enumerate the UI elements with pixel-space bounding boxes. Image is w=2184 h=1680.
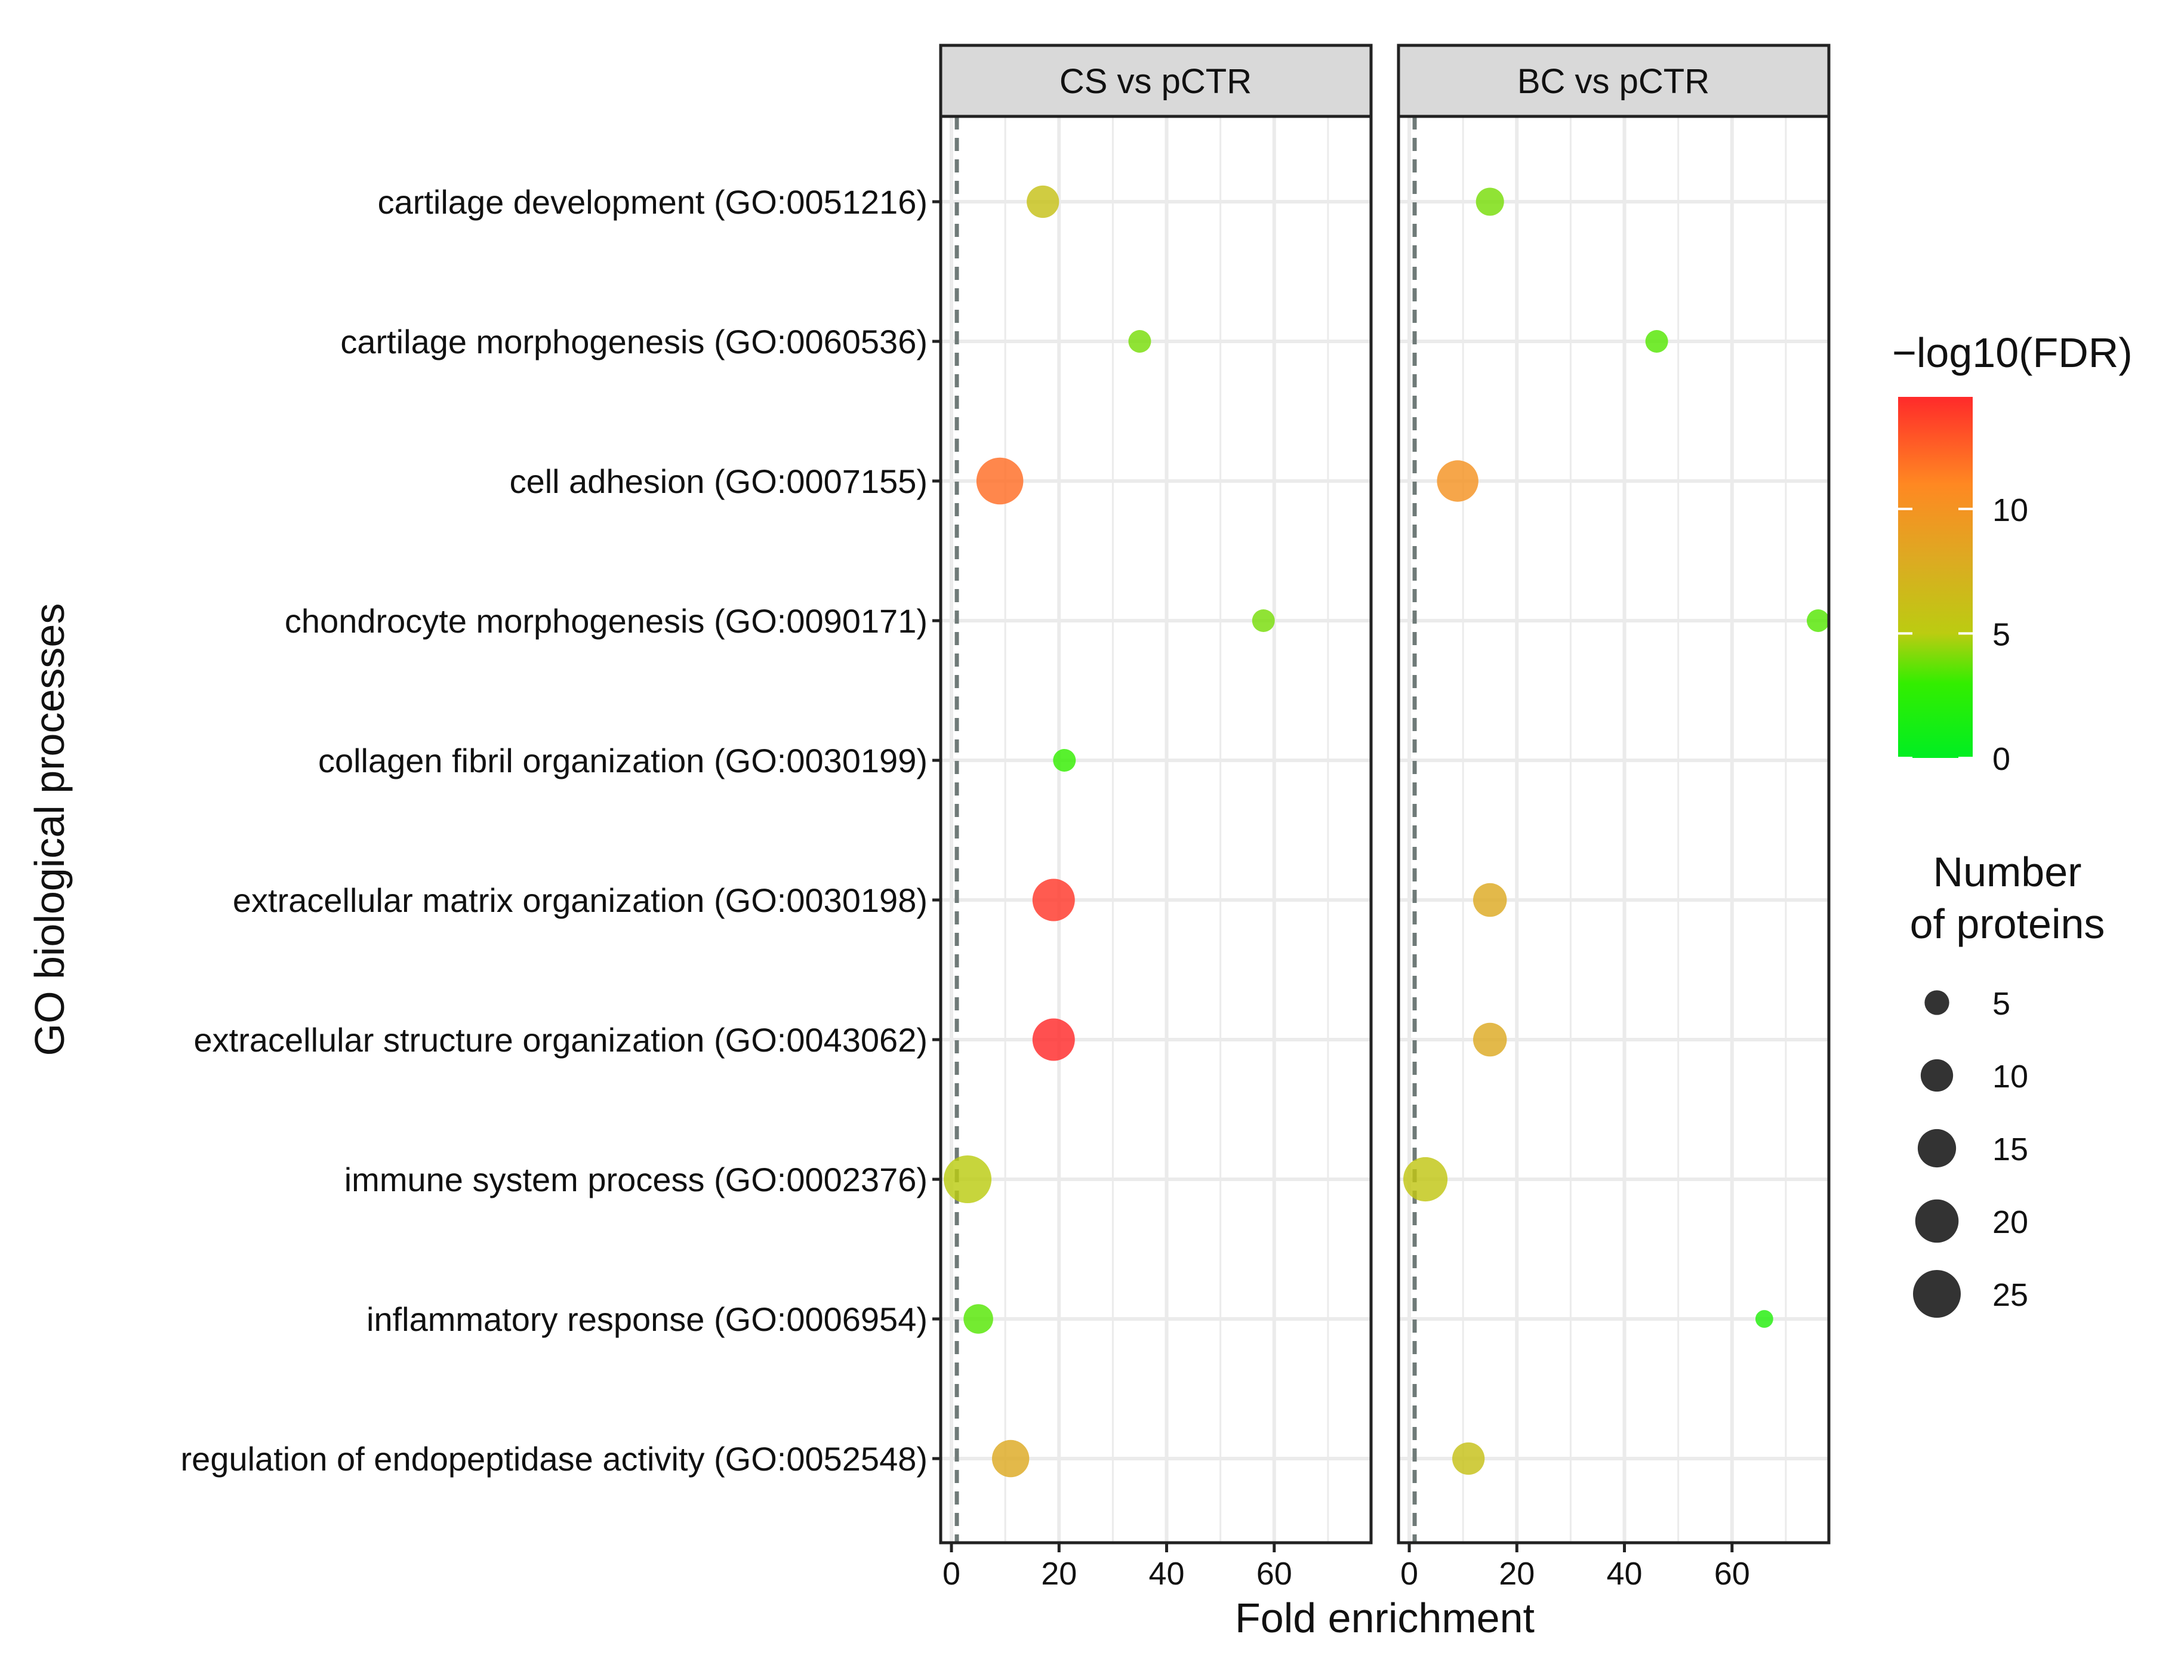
- data-point: [963, 1304, 993, 1334]
- y-category-label: extracellular matrix organization (GO:00…: [233, 881, 928, 919]
- panel-frame: [939, 115, 1373, 1545]
- data-points: [1403, 187, 1829, 1475]
- y-category-label: extracellular structure organization (GO…: [193, 1021, 928, 1059]
- data-point: [944, 1155, 992, 1203]
- data-point: [1452, 1442, 1485, 1475]
- data-point: [1473, 1022, 1507, 1057]
- data-point: [1027, 185, 1059, 218]
- facet-strip: [939, 44, 1373, 118]
- x-tick-label: 0: [1400, 1556, 1418, 1592]
- x-tick-label: 40: [1606, 1556, 1642, 1592]
- color-tick-label: 5: [1992, 616, 2010, 652]
- data-points: [944, 185, 1275, 1478]
- x-tick-label: 20: [1041, 1556, 1077, 1592]
- size-key-dot: [1924, 990, 1949, 1015]
- y-category-label: cell adhesion (GO:0007155): [510, 463, 928, 500]
- y-category-label: collagen fibril organization (GO:0030199…: [318, 742, 928, 779]
- color-tick-label: 10: [1992, 492, 2028, 528]
- y-category-label: cartilage development (GO:0051216): [378, 183, 928, 221]
- x-axis-ticks: 0 20 40 60: [1400, 1543, 1750, 1592]
- facet-title: BC vs pCTR: [1517, 62, 1709, 101]
- data-point: [1252, 609, 1275, 632]
- color-tick-label: 0: [1992, 741, 2010, 777]
- x-axis-ticks: 0 20 40 60: [942, 1543, 1292, 1592]
- facet-title: CS vs pCTR: [1059, 62, 1252, 101]
- y-category-label: chondrocyte morphogenesis (GO:0090171): [285, 602, 928, 640]
- data-point: [1475, 187, 1504, 216]
- y-axis: cartilage development (GO:0051216) cartil…: [181, 183, 941, 1478]
- facet-panel-cs-vs-pctr: CS vs pCTR 0 20 40 60: [939, 44, 1373, 1592]
- size-key-dot: [1915, 1199, 1959, 1243]
- y-category-label: regulation of endopeptidase activity (GO…: [181, 1440, 928, 1478]
- data-point: [1473, 883, 1507, 917]
- panel-frame: [1397, 115, 1831, 1545]
- size-key-label: 25: [1992, 1277, 2028, 1313]
- color-legend-title: −log10(FDR): [1892, 329, 2133, 376]
- data-point: [976, 457, 1024, 505]
- panel-grid: [941, 116, 1371, 1543]
- data-point: [1053, 749, 1076, 772]
- size-legend-title-line2: of proteins: [1910, 901, 2105, 947]
- facet-strip: [1397, 44, 1831, 118]
- panel-grid: [1399, 116, 1829, 1543]
- size-legend-title-line1: Number: [1933, 849, 2082, 895]
- data-point: [991, 1439, 1030, 1478]
- facet-panel-bc-vs-pctr: BC vs pCTR 0 20 40 60: [1397, 44, 1831, 1592]
- y-category-label: inflammatory response (GO:0006954): [366, 1300, 928, 1338]
- color-legend-ticks: 0 5 10: [1898, 492, 2028, 777]
- size-legend: Number of proteins 5 10 15 20 25: [1910, 849, 2105, 1318]
- data-point: [1032, 1018, 1075, 1061]
- x-tick-label: 20: [1499, 1556, 1535, 1592]
- x-tick-label: 60: [1714, 1556, 1750, 1592]
- size-key-dot: [1917, 1129, 1957, 1168]
- size-key-label: 10: [1992, 1059, 2028, 1095]
- data-point: [1806, 609, 1829, 632]
- data-point: [1403, 1157, 1448, 1202]
- x-tick-label: 40: [1148, 1556, 1184, 1592]
- size-key-label: 20: [1992, 1204, 2028, 1240]
- y-category-label: cartilage morphogenesis (GO:0060536): [340, 323, 928, 360]
- data-point: [1755, 1310, 1773, 1328]
- data-point: [1032, 878, 1075, 921]
- y-category-label: immune system process (GO:0002376): [344, 1161, 928, 1198]
- size-key-label: 15: [1992, 1132, 2028, 1167]
- color-legend: −log10(FDR) 0 5 10: [1892, 329, 2133, 777]
- y-axis-title: GO biological processes: [26, 603, 73, 1056]
- data-point: [1437, 460, 1478, 502]
- x-axis-title: Fold enrichment: [1235, 1595, 1535, 1641]
- size-legend-keys: 5 10 15 20 25: [1913, 986, 2028, 1318]
- size-key-label: 5: [1992, 986, 2010, 1022]
- size-key-dot: [1920, 1059, 1954, 1092]
- color-bar: [1898, 397, 1973, 758]
- x-tick-label: 60: [1256, 1556, 1292, 1592]
- size-key-dot: [1913, 1270, 1961, 1318]
- x-tick-label: 0: [942, 1556, 960, 1592]
- data-point: [1128, 330, 1151, 353]
- data-point: [1645, 330, 1668, 353]
